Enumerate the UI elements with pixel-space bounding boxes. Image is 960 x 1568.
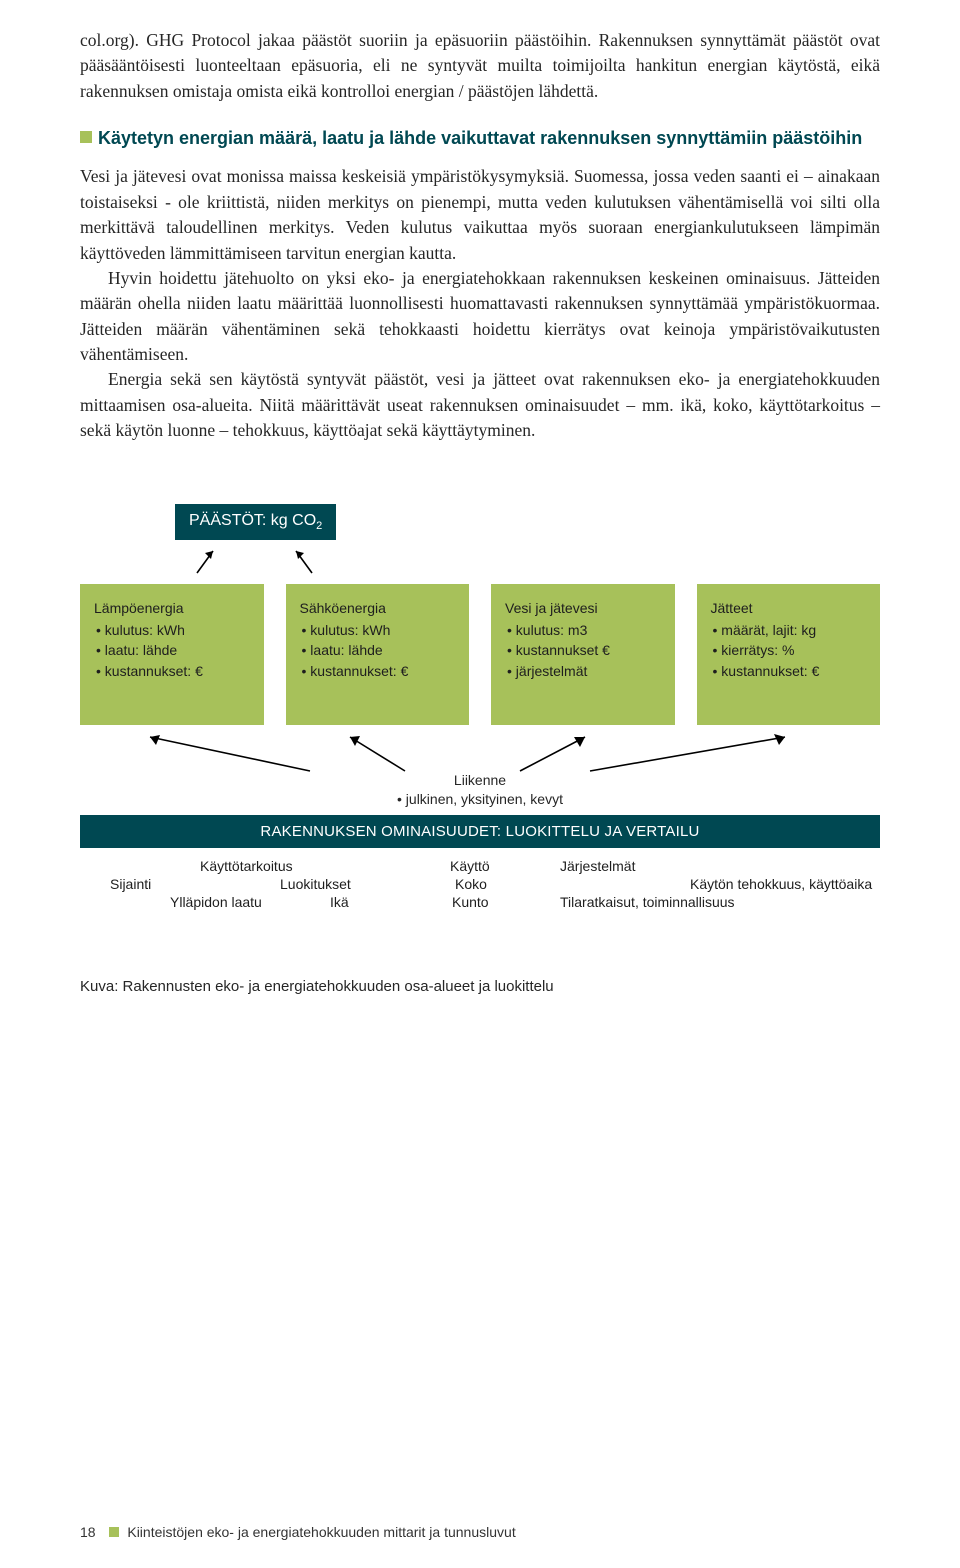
card-line: • järjestelmät	[505, 661, 663, 681]
attr-yllapidon: Ylläpidon laatu	[170, 894, 262, 910]
cards-row: Lämpöenergia • kulutus: kWh • laatu: läh…	[80, 584, 880, 725]
emissions-sub: 2	[316, 520, 322, 532]
arrow-up-2-icon	[290, 543, 318, 577]
arrow-down-1-icon	[140, 731, 320, 777]
heading-text: Käytetyn energian määrä, laatu ja lähde …	[98, 128, 862, 148]
card-lampoenergia: Lämpöenergia • kulutus: kWh • laatu: läh…	[80, 584, 264, 725]
card-jatteet: Jätteet • määrät, lajit: kg • kierrätys:…	[697, 584, 881, 725]
attr-tehokkuus: Käytön tehokkuus, käyttöaika	[690, 876, 872, 892]
card-line: • kustannukset €	[505, 640, 663, 660]
arrow-down-2-icon	[340, 731, 420, 777]
arrows-up	[175, 540, 880, 580]
properties-bar: RAKENNUKSEN OMINAISUUDET: LUOKITTELU JA …	[80, 815, 880, 848]
footer-title: Kiinteistöjen eko- ja energiatehokkuuden…	[127, 1524, 515, 1540]
attributes-block: Sijainti Käyttötarkoitus Luokitukset Yll…	[80, 858, 880, 918]
card-line: • kulutus: m3	[505, 620, 663, 640]
heading-bullet-icon	[80, 131, 92, 143]
body-block: Vesi ja jätevesi ovat monissa maissa kes…	[80, 164, 880, 443]
card-line: • määrät, lajit: kg	[711, 620, 869, 640]
card-title: Lämpöenergia	[94, 598, 252, 618]
card-line: • laatu: lähde	[300, 640, 458, 660]
arrows-down	[80, 729, 880, 777]
page-footer: 18 Kiinteistöjen eko- ja energiatehokkuu…	[80, 1524, 516, 1540]
intro-paragraph: col.org). GHG Protocol jakaa päästöt suo…	[80, 28, 880, 104]
diagram: PÄÄSTÖT: kg CO2 Lämpöenergia • kulutus: …	[80, 504, 880, 918]
section-heading: Käytetyn energian määrä, laatu ja lähde …	[80, 126, 880, 150]
liikenne-line: • julkinen, yksityinen, kevyt	[80, 790, 880, 809]
attr-kayttotarkoitus: Käyttötarkoitus	[200, 858, 293, 874]
attr-kunto: Kunto	[452, 894, 489, 910]
arrow-down-4-icon	[580, 731, 800, 777]
attr-koko: Koko	[455, 876, 487, 892]
card-line: • laatu: lähde	[94, 640, 252, 660]
emissions-label: PÄÄSTÖT: kg CO	[189, 512, 316, 529]
card-title: Sähköenergia	[300, 598, 458, 618]
body-paragraph-3: Energia sekä sen käytöstä syntyvät pääst…	[80, 367, 880, 443]
card-line: • kustannukset: €	[300, 661, 458, 681]
attr-sijainti: Sijainti	[110, 876, 151, 892]
card-vesi: Vesi ja jätevesi • kulutus: m3 • kustann…	[491, 584, 675, 725]
card-line: • kierrätys: %	[711, 640, 869, 660]
page-number: 18	[80, 1524, 96, 1540]
body-paragraph-1: Vesi ja jätevesi ovat monissa maissa kes…	[80, 164, 880, 266]
arrow-up-1-icon	[191, 543, 219, 577]
figure-caption: Kuva: Rakennusten eko- ja energiatehokku…	[80, 978, 880, 995]
card-line: • kustannukset: €	[94, 661, 252, 681]
card-line: • kustannukset: €	[711, 661, 869, 681]
attr-jarjestelmat: Järjestelmät	[560, 858, 635, 874]
footer-bullet-icon	[109, 1527, 119, 1537]
attr-tilaratkaisut: Tilaratkaisut, toiminnallisuus	[560, 894, 735, 910]
card-title: Vesi ja jätevesi	[505, 598, 663, 618]
emissions-box: PÄÄSTÖT: kg CO2	[175, 504, 336, 540]
attr-ika: Ikä	[330, 894, 349, 910]
body-paragraph-2: Hyvin hoidettu jätehuolto on yksi eko- j…	[80, 266, 880, 368]
attr-luokitukset: Luokitukset	[280, 876, 351, 892]
attr-kaytto: Käyttö	[450, 858, 490, 874]
card-line: • kulutus: kWh	[94, 620, 252, 640]
card-line: • kulutus: kWh	[300, 620, 458, 640]
card-title: Jätteet	[711, 598, 869, 618]
card-sahkoenergia: Sähköenergia • kulutus: kWh • laatu: läh…	[286, 584, 470, 725]
